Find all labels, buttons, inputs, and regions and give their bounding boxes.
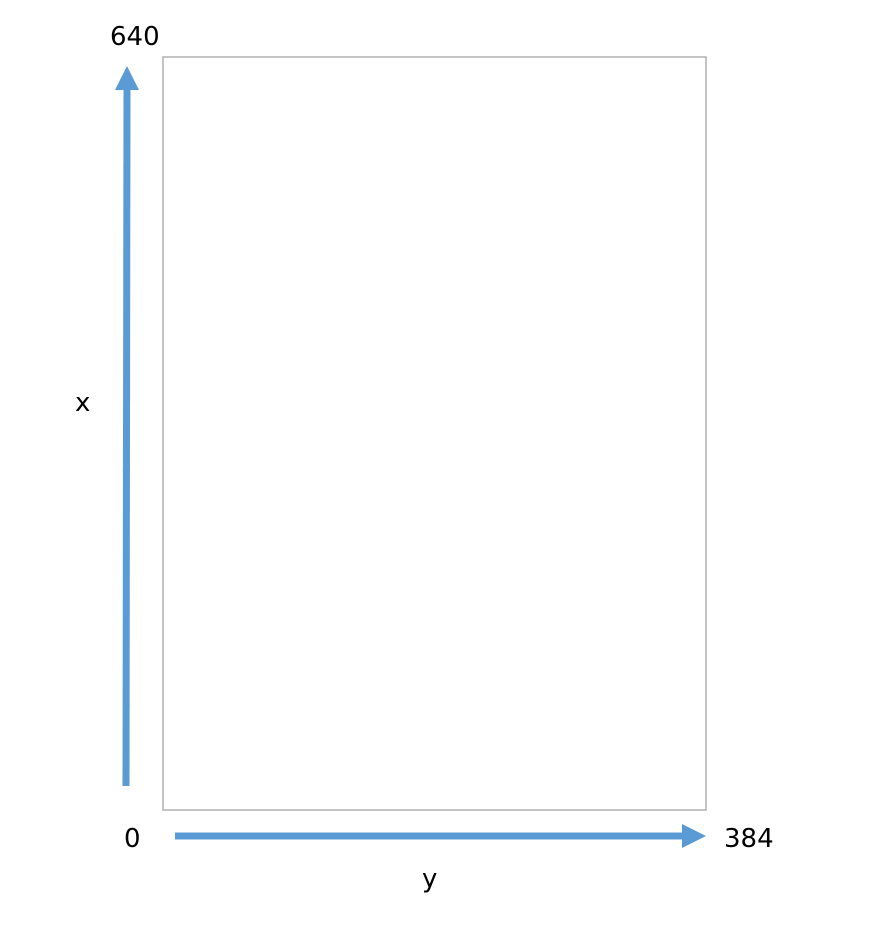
origin-label: 0	[124, 824, 141, 854]
x-axis-arrow	[115, 66, 139, 787]
y-axis-label: y	[422, 864, 438, 894]
x-max-label: 640	[110, 22, 160, 52]
y-max-label: 384	[724, 824, 774, 854]
image-frame	[162, 56, 707, 811]
y-axis-arrow	[175, 824, 706, 848]
x-axis-label: x	[75, 388, 91, 418]
